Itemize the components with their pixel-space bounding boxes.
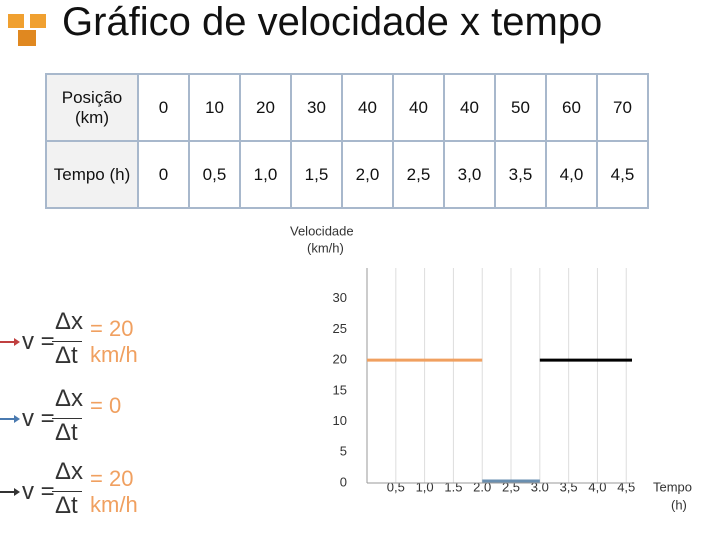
denominator: Δt (55, 492, 78, 519)
table-row: Tempo (h) 0 0,5 1,0 1,5 2,0 2,5 3,0 3,5 4,0 4,5 (45, 140, 649, 209)
formula-lhs: v = (22, 328, 55, 355)
table-cell: 50 (494, 73, 547, 142)
y-axis-label: (km/h) (307, 240, 344, 255)
row-header: Tempo (h) (45, 140, 139, 209)
table-cell: 4,0 (545, 140, 598, 209)
formula: v = Δx Δt = 20 km/h (0, 458, 160, 528)
y-tick-label: 30 (333, 290, 347, 305)
logo-icon (8, 14, 46, 46)
table-cell: 10 (188, 73, 241, 142)
table-cell: 2,5 (392, 140, 445, 209)
formula-lhs: v = (22, 478, 55, 505)
arrow-icon (0, 488, 20, 496)
arrow-icon (0, 415, 20, 423)
y-tick-label: 5 (340, 444, 347, 459)
x-axis-label: (h) (671, 497, 687, 512)
x-tick-label: 1,0 (416, 479, 434, 494)
table-cell: 30 (290, 73, 343, 142)
table-cell: 3,0 (443, 140, 496, 209)
row-header: Posição (km) (45, 73, 139, 142)
fraction-bar (52, 418, 82, 419)
x-tick-label: 4,5 (617, 479, 635, 494)
fraction-bar (52, 341, 82, 342)
table-cell: 70 (596, 73, 649, 142)
table-cell: 40 (443, 73, 496, 142)
arrow-icon (0, 338, 20, 346)
table-row: Posição (km) 0 10 20 30 40 40 40 50 60 70 (45, 73, 649, 142)
table-cell: 2,0 (341, 140, 394, 209)
table-cell: 0 (137, 140, 190, 209)
chart: 0,5 1,0 1.5 2.0 2,5 3.0 3,5 4,0 4,5051015202530V… (285, 218, 720, 522)
x-tick-label: 0,5 (387, 479, 405, 494)
y-tick-label: 15 (333, 382, 347, 397)
y-tick-label: 10 (333, 413, 347, 428)
fraction-bar (52, 491, 82, 492)
data-table: Posição (km) 0 10 20 30 40 40 40 50 60 70 Tempo (h)… (45, 73, 649, 209)
table-cell: 3,5 (494, 140, 547, 209)
numerator: Δx (55, 458, 84, 485)
formula-result: = 0 (90, 393, 122, 418)
table-cell: 1,0 (239, 140, 292, 209)
formula: v = Δx Δt = 20 km/h (0, 308, 160, 378)
table-cell: 4,5 (596, 140, 649, 209)
table-cell: 1,5 (290, 140, 343, 209)
table-cell: 40 (392, 73, 445, 142)
slide-title: Gráfico de velocidade x tempo (62, 0, 603, 44)
table-cell: 20 (239, 73, 292, 142)
y-axis-label: Velocidade (290, 223, 354, 238)
x-tick-label: 4,0 (588, 479, 606, 494)
y-tick-label: 20 (333, 352, 347, 367)
formula-result: = 20 km/h (90, 316, 138, 367)
table-cell: 0,5 (188, 140, 241, 209)
formula-result: = 20 km/h (90, 466, 138, 517)
numerator: Δx (55, 385, 84, 412)
x-tick-label: 3,5 (560, 479, 578, 494)
table-cell: 40 (341, 73, 394, 142)
numerator: Δx (55, 308, 84, 335)
formula-lhs: v = (22, 405, 55, 432)
denominator: Δt (55, 342, 78, 369)
table-cell: 0 (137, 73, 190, 142)
x-axis-label: Tempo (653, 479, 692, 494)
x-tick-label: 1.5 (444, 479, 462, 494)
y-tick-label: 0 (340, 474, 347, 489)
formula: v = Δx Δt = 0 (0, 385, 160, 455)
table-cell: 60 (545, 73, 598, 142)
denominator: Δt (55, 419, 78, 446)
y-tick-label: 25 (333, 321, 347, 336)
